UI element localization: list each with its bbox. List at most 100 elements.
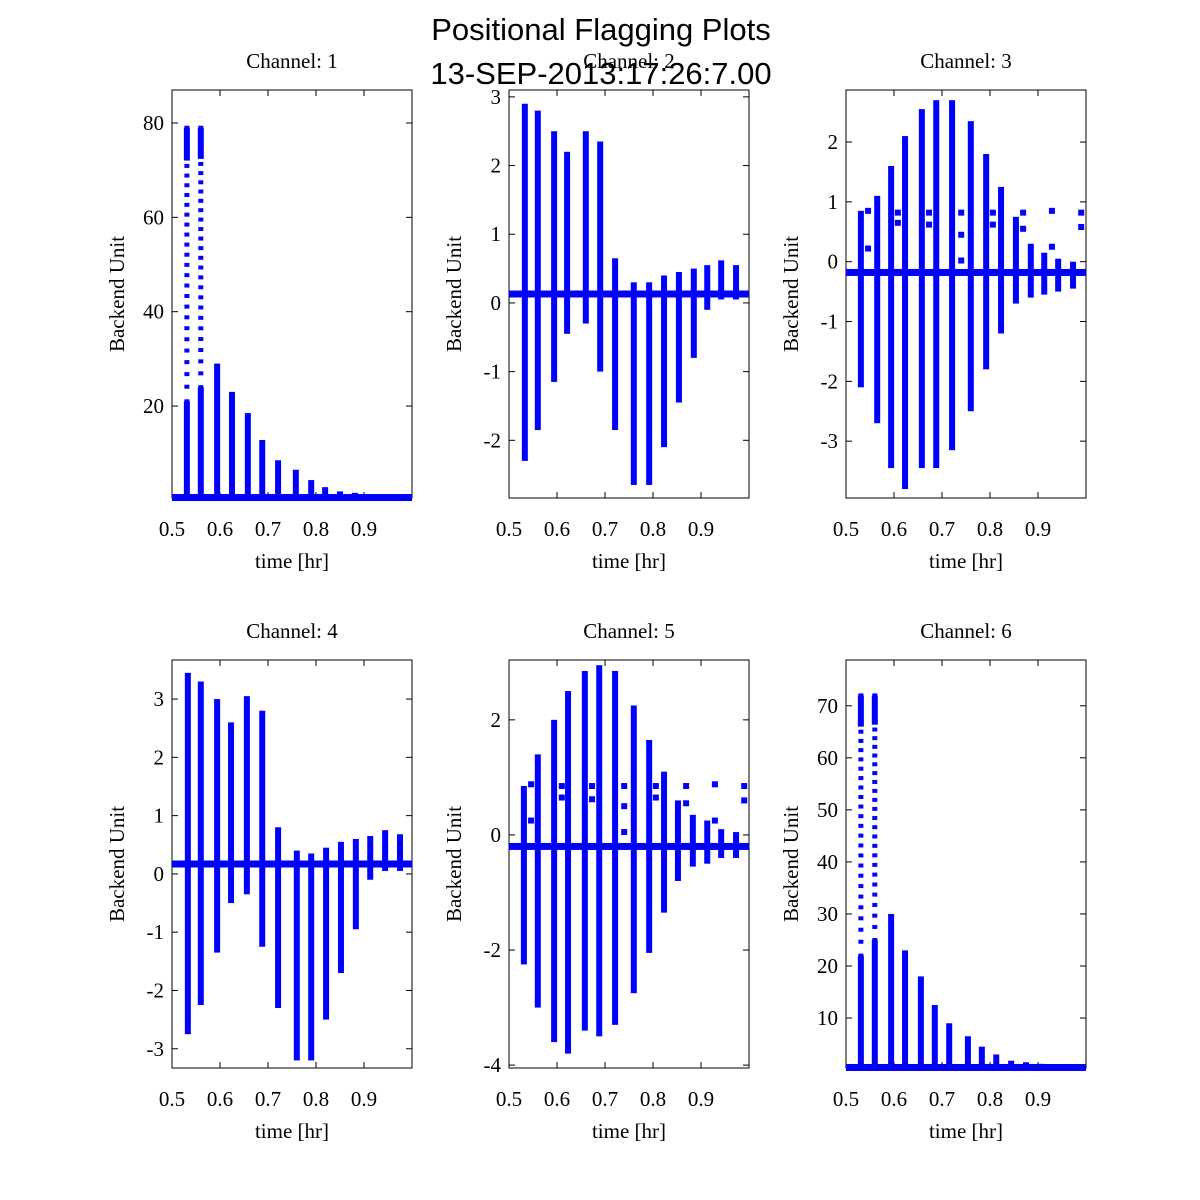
- data-point: [558, 794, 565, 801]
- x-tick-label: 0.8: [303, 1087, 329, 1111]
- data-column: [259, 710, 266, 947]
- data-point: [872, 816, 878, 821]
- axes-frame: [845, 89, 1087, 499]
- data-column: [917, 976, 924, 1068]
- x-tick-label: 0.5: [496, 517, 522, 541]
- y-tick-label: -2: [147, 978, 165, 1002]
- data-column: [308, 480, 315, 498]
- data-column: [597, 141, 604, 372]
- y-tick-label: 60: [817, 746, 838, 770]
- data-column: [337, 841, 344, 973]
- data-point: [872, 797, 878, 802]
- y-tick-label: 2: [154, 745, 165, 769]
- y-tick-label: 30: [817, 902, 838, 926]
- x-tick-label: 0.9: [1025, 517, 1051, 541]
- x-tick-label: 0.6: [881, 517, 907, 541]
- data-point: [198, 295, 204, 300]
- subplot-channel-1: Channel: 1 0.5 0.6 0.7 0.8 0.9 20 40 60 80 time [h…: [105, 49, 413, 573]
- data-point: [184, 283, 190, 288]
- data-point: [858, 729, 864, 734]
- y-axis-label: Backend Unit: [442, 236, 466, 352]
- data-column: [630, 282, 637, 485]
- data-column: [998, 186, 1005, 334]
- x-tick-label: 0.7: [255, 1087, 281, 1111]
- data-baseline: [172, 494, 412, 502]
- data-column: [183, 401, 190, 498]
- data-column: [596, 665, 603, 1037]
- x-tick-label: 0.7: [929, 517, 955, 541]
- y-axis-label: Backend Unit: [105, 806, 129, 922]
- subplot-channel-5: Channel: 5 0.5 0.6 0.7 0.8 0.9 -4 -2 0 2 time [hr]…: [442, 619, 750, 1143]
- data-column: [308, 853, 315, 1061]
- data-point: [872, 882, 878, 887]
- data-point: [652, 783, 659, 790]
- data-point: [198, 246, 204, 251]
- data-point: [184, 315, 190, 320]
- data-point: [865, 207, 872, 214]
- data-column: [983, 154, 990, 370]
- data-column: [581, 670, 588, 1031]
- data-point: [198, 208, 204, 213]
- data-point: [184, 294, 190, 299]
- data-point: [858, 863, 864, 868]
- data-column: [565, 691, 572, 1054]
- data-point: [184, 348, 190, 353]
- data-column: [871, 939, 878, 1068]
- x-tick-label: 0.9: [351, 517, 377, 541]
- data-point: [184, 193, 190, 198]
- data-point: [184, 242, 190, 247]
- data-point: [198, 189, 204, 194]
- x-tick-label: 0.5: [159, 1087, 185, 1111]
- data-point: [858, 873, 864, 878]
- x-tick-label: 0.9: [688, 1087, 714, 1111]
- data-column: [197, 681, 204, 1006]
- data-point: [184, 360, 190, 365]
- y-tick-label: 40: [817, 850, 838, 874]
- data-point: [858, 823, 864, 828]
- data-column: [244, 413, 251, 498]
- data-point: [858, 884, 864, 889]
- data-point: [198, 275, 204, 280]
- data-point: [872, 779, 878, 784]
- y-tick-label: 2: [491, 154, 502, 178]
- x-axis-label: time [hr]: [255, 1119, 329, 1143]
- data-column: [534, 754, 541, 1008]
- data-column: [704, 820, 711, 864]
- data-point: [872, 762, 878, 767]
- data-point: [184, 183, 190, 188]
- data-column: [397, 834, 403, 871]
- data-column: [674, 800, 681, 881]
- data-column: [675, 272, 682, 403]
- data-point: [528, 781, 535, 788]
- data-column: [612, 258, 619, 430]
- data-point: [198, 180, 204, 185]
- y-tick-label: -3: [821, 429, 839, 453]
- data-point: [184, 326, 190, 331]
- data-point: [872, 771, 878, 776]
- data-point: [872, 913, 878, 918]
- data-column: [661, 275, 668, 448]
- y-tick-label: -2: [484, 428, 502, 452]
- y-axis-label: Backend Unit: [105, 236, 129, 352]
- data-column: [229, 391, 235, 498]
- data-column: [946, 1023, 953, 1068]
- data-point: [858, 814, 864, 819]
- data-column: [933, 100, 940, 469]
- data-point: [184, 273, 190, 278]
- data-point: [872, 872, 878, 877]
- figure-subtitle: 13-SEP-2013:17:26:7.00: [430, 56, 771, 91]
- data-point: [858, 766, 864, 771]
- data-column: [857, 955, 864, 1068]
- y-tick-label: 20: [143, 394, 164, 418]
- data-point: [198, 285, 204, 290]
- x-axis-label: time [hr]: [592, 1119, 666, 1143]
- data-column-top: [871, 695, 878, 725]
- data-point: [926, 221, 933, 228]
- data-baseline: [172, 860, 412, 868]
- x-tick-label: 0.5: [833, 1087, 859, 1111]
- data-column: [888, 165, 895, 469]
- data-column: [521, 103, 528, 461]
- data-point: [1048, 207, 1055, 214]
- figure-title: Positional Flagging Plots: [431, 12, 770, 47]
- data-point: [184, 252, 190, 257]
